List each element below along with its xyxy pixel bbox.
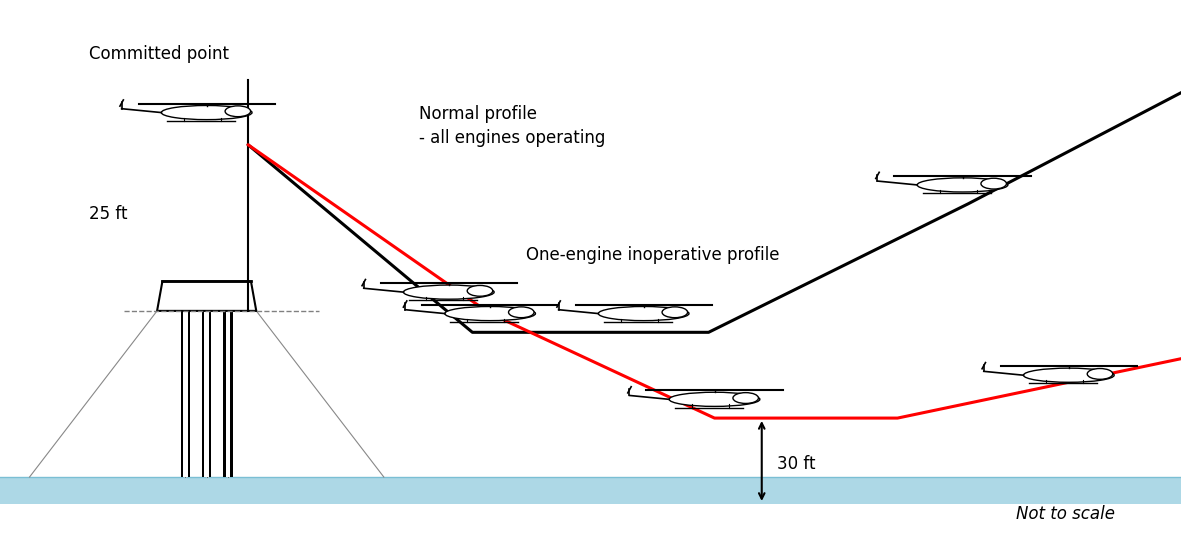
Ellipse shape bbox=[1024, 368, 1114, 382]
Ellipse shape bbox=[663, 307, 687, 318]
Bar bbox=[0, 477, 1181, 504]
Ellipse shape bbox=[445, 307, 535, 321]
Ellipse shape bbox=[599, 307, 689, 321]
Text: Committed point: Committed point bbox=[89, 44, 229, 63]
Ellipse shape bbox=[226, 106, 250, 117]
Ellipse shape bbox=[162, 106, 252, 120]
Bar bbox=[183, 311, 188, 477]
Text: Normal profile
- all engines operating: Normal profile - all engines operating bbox=[419, 105, 606, 147]
Ellipse shape bbox=[468, 286, 492, 296]
Ellipse shape bbox=[918, 178, 1007, 192]
Ellipse shape bbox=[509, 307, 534, 318]
Text: One-engine inoperative profile: One-engine inoperative profile bbox=[526, 245, 779, 264]
Text: Not to scale: Not to scale bbox=[1016, 504, 1115, 523]
Text: 30 ft: 30 ft bbox=[777, 455, 816, 473]
Polygon shape bbox=[157, 281, 256, 311]
Bar bbox=[204, 311, 209, 477]
Bar bbox=[181, 311, 190, 477]
Text: 25 ft: 25 ft bbox=[89, 205, 128, 224]
Bar bbox=[223, 311, 233, 477]
Ellipse shape bbox=[733, 393, 758, 404]
Ellipse shape bbox=[1088, 369, 1113, 379]
Ellipse shape bbox=[981, 178, 1006, 189]
Bar bbox=[226, 311, 230, 477]
Ellipse shape bbox=[670, 392, 759, 406]
Bar bbox=[202, 311, 211, 477]
Ellipse shape bbox=[404, 285, 494, 299]
